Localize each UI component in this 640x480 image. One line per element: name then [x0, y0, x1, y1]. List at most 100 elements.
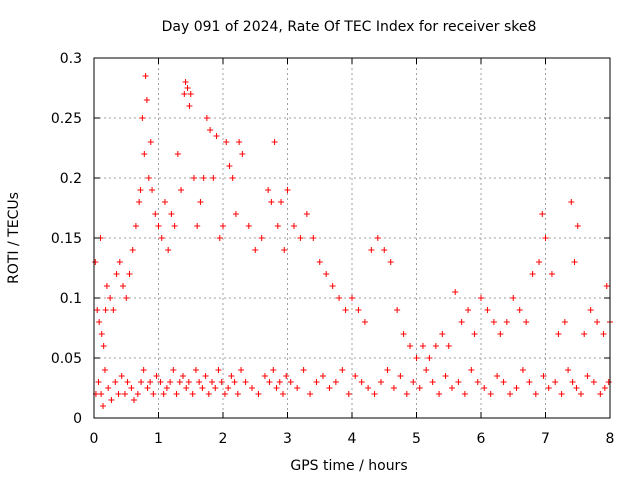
- data-point: [137, 187, 144, 193]
- data-point: [555, 331, 562, 337]
- data-point: [271, 139, 278, 145]
- data-point: [216, 235, 223, 241]
- data-point: [173, 391, 180, 397]
- data-point: [590, 379, 597, 385]
- data-point: [144, 385, 151, 391]
- data-point: [101, 367, 108, 373]
- data-point: [577, 391, 584, 397]
- y-tick-label: 0.3: [60, 51, 82, 67]
- data-point: [297, 235, 304, 241]
- data-point: [185, 379, 192, 385]
- data-point: [497, 331, 504, 337]
- data-point: [231, 379, 238, 385]
- data-point: [278, 199, 285, 205]
- data-point: [196, 379, 203, 385]
- data-point: [381, 247, 388, 253]
- data-point: [139, 115, 146, 121]
- data-point: [448, 385, 455, 391]
- data-point: [136, 199, 143, 205]
- data-point: [561, 319, 568, 325]
- data-point: [150, 391, 157, 397]
- data-point: [403, 391, 410, 397]
- data-point: [209, 379, 216, 385]
- data-point: [387, 259, 394, 265]
- data-point: [113, 271, 120, 277]
- x-tick-label: 1: [154, 431, 163, 447]
- data-point: [226, 163, 233, 169]
- data-point: [581, 331, 588, 337]
- data-point: [597, 391, 604, 397]
- data-point: [118, 373, 125, 379]
- data-point: [558, 391, 565, 397]
- data-point: [96, 319, 103, 325]
- data-point: [429, 379, 436, 385]
- data-point: [519, 367, 526, 373]
- data-point: [102, 307, 109, 313]
- x-axis-label: GPS time / hours: [290, 458, 407, 474]
- data-point: [180, 373, 187, 379]
- y-tick-label: 0.2: [60, 171, 82, 187]
- y-axis-label: ROTI / TECUs: [6, 192, 22, 284]
- data-point: [249, 385, 256, 391]
- data-point: [120, 283, 127, 289]
- data-point: [323, 271, 330, 277]
- data-point: [426, 355, 433, 361]
- data-point: [397, 373, 404, 379]
- data-point: [336, 295, 343, 301]
- data-point: [187, 91, 194, 97]
- data-point: [142, 73, 149, 79]
- data-point: [239, 151, 246, 157]
- data-point: [478, 295, 484, 301]
- data-point: [374, 235, 381, 241]
- data-point: [105, 385, 112, 391]
- data-point: [128, 385, 135, 391]
- data-point: [332, 379, 339, 385]
- y-tick-label: 0.05: [51, 351, 82, 367]
- data-point: [124, 379, 131, 385]
- data-point: [279, 391, 286, 397]
- data-point: [98, 391, 105, 397]
- data-point: [484, 307, 491, 313]
- data-point: [213, 133, 220, 139]
- data-point: [157, 379, 164, 385]
- data-point: [407, 343, 414, 349]
- data-point: [200, 175, 207, 181]
- data-point: [400, 331, 407, 337]
- y-tick-label: 0.1: [60, 291, 82, 307]
- data-point: [242, 379, 249, 385]
- data-point: [442, 373, 449, 379]
- data-point: [252, 247, 259, 253]
- data-point: [307, 391, 314, 397]
- data-point: [490, 319, 497, 325]
- data-point: [432, 343, 439, 349]
- data-point: [268, 199, 275, 205]
- data-point: [116, 259, 123, 265]
- data-point: [229, 175, 236, 181]
- x-tick-label: 7: [541, 431, 550, 447]
- x-tick-labels: 0 1 2 3 4 5 6 7 8: [90, 431, 615, 447]
- data-point: [171, 223, 178, 229]
- data-point: [94, 307, 101, 313]
- data-point: [210, 175, 217, 181]
- data-point: [152, 211, 159, 217]
- data-point: [361, 319, 368, 325]
- data-point: [199, 385, 206, 391]
- data-point: [342, 307, 349, 313]
- data-point: [284, 187, 291, 193]
- data-point: [474, 379, 481, 385]
- data-point: [568, 199, 575, 205]
- data-point: [149, 187, 156, 193]
- data-point: [255, 391, 262, 397]
- data-point: [329, 283, 336, 289]
- data-point: [507, 391, 514, 397]
- data-point: [300, 367, 307, 373]
- data-point: [158, 235, 165, 241]
- data-point: [197, 199, 204, 205]
- data-point: [481, 385, 488, 391]
- data-point: [355, 307, 362, 313]
- data-point: [574, 223, 581, 229]
- chart-title: Day 091 of 2024, Rate Of TEC Index for r…: [162, 19, 537, 35]
- data-point: [165, 247, 172, 253]
- data-point: [261, 373, 268, 379]
- data-point: [145, 175, 152, 181]
